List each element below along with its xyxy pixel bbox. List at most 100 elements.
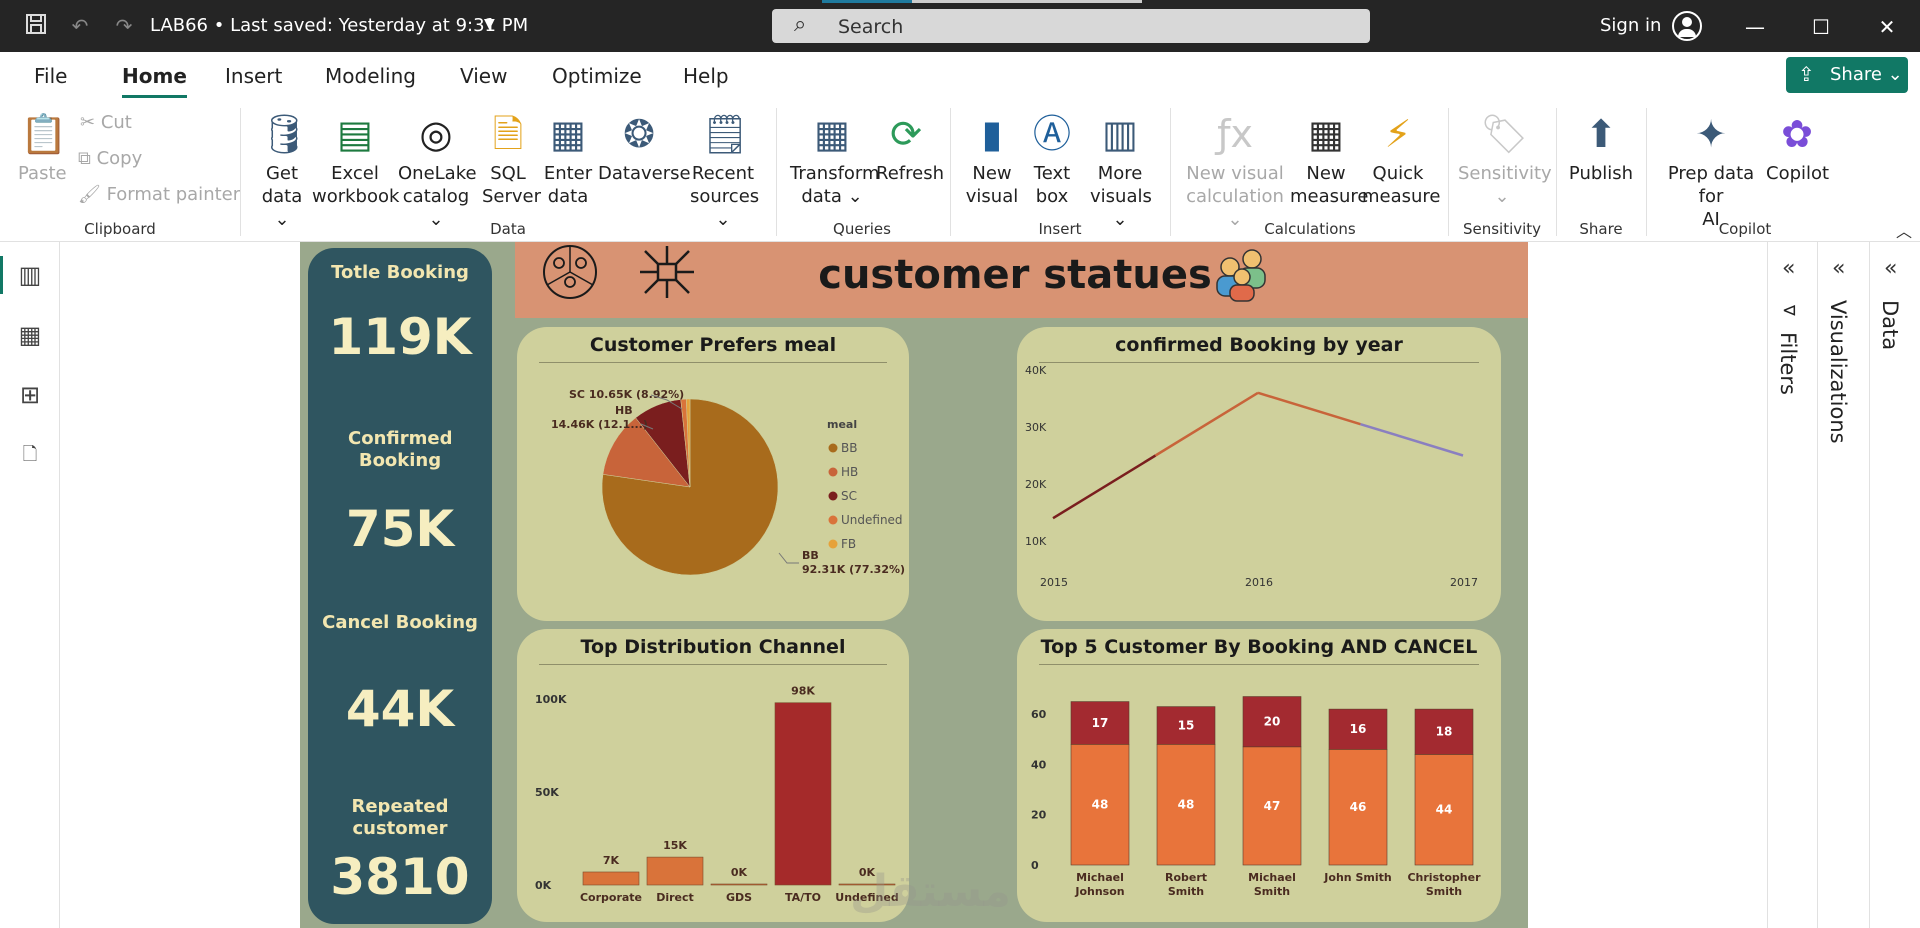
redo-icon[interactable]: ↷ <box>115 14 133 38</box>
bar-segment-cancel[interactable] <box>1156 706 1216 745</box>
legend-item-sc[interactable]: SC <box>841 489 857 503</box>
kpi-repeated-customer-value: 3810 <box>330 848 470 906</box>
quick-measure-button[interactable]: ⚡ Quick measure <box>1362 112 1441 207</box>
tab-modeling[interactable]: Modeling <box>325 64 416 88</box>
new-measure-button[interactable]: ▦ New measure <box>1290 112 1369 207</box>
year-line-chart[interactable]: 10K 20K 30K 40K 2015 2016 2017 <box>1017 327 1501 621</box>
get-data-button[interactable]: 🛢 Get data ⌄ <box>260 112 309 230</box>
pie-slice-fb[interactable] <box>686 398 691 488</box>
table-view-icon[interactable]: ▦ <box>18 321 42 349</box>
tab-optimize[interactable]: Optimize <box>552 64 642 88</box>
search-box[interactable]: ⌕ Search <box>772 0 1370 43</box>
tab-view[interactable]: View <box>460 64 508 88</box>
format-painter-button[interactable]: 🖌 Format painter <box>78 184 241 205</box>
excel-workbook-button[interactable]: ▤ Excel workbook <box>312 112 400 207</box>
chevron-down-icon[interactable]: ▼ <box>484 16 495 32</box>
copy-button[interactable]: ⧉ Copy <box>78 148 143 169</box>
new-visual-calculation-button[interactable]: ƒx New visual calculation ⌄ <box>1186 112 1284 230</box>
recent-sources-button[interactable]: 🗒 Recent sources ⌄ <box>690 112 760 230</box>
top5-stacked-bar-chart[interactable]: 02040604817MichaelJohnson4815RobertSmith… <box>1017 629 1501 922</box>
minimize-icon[interactable]: — <box>1745 15 1765 39</box>
data-pane[interactable]: « Data <box>1869 242 1920 928</box>
kpi-repeated-customer-label: Repeated customer <box>351 796 449 839</box>
report-view-icon[interactable]: ▥ <box>0 250 60 300</box>
legend-item-fb[interactable]: FB <box>841 537 856 551</box>
bar-segment-cancel[interactable] <box>1070 701 1130 745</box>
expand-visualizations-icon[interactable]: « <box>1832 256 1846 281</box>
refresh-button[interactable]: ⟳ Refresh <box>876 112 944 184</box>
expand-filters-icon[interactable]: « <box>1782 256 1796 281</box>
model-view-icon[interactable]: ⊞ <box>19 381 41 409</box>
enter-data-button[interactable]: ▦ Enter data <box>543 112 593 207</box>
dax-query-view-icon[interactable]: 🗋 <box>22 444 38 465</box>
save-icon[interactable] <box>22 12 50 40</box>
paste-label: Paste <box>18 163 67 184</box>
tab-help[interactable]: Help <box>683 64 729 88</box>
bar-corporate[interactable] <box>582 871 640 886</box>
search-input[interactable]: Search <box>838 16 904 38</box>
prep-data-for-ai-button[interactable]: ✦ Prep data for AI <box>1667 112 1755 230</box>
bar-segment-booking[interactable] <box>1156 744 1216 866</box>
visualizations-pane[interactable]: « Visualizations <box>1817 242 1869 928</box>
copilot-button[interactable]: ✿ Copilot <box>1766 112 1830 184</box>
sign-in-link[interactable]: Sign in <box>1600 15 1662 36</box>
bar-gds[interactable] <box>710 883 768 886</box>
filters-pane[interactable]: « ⊲ Filters <box>1767 242 1817 928</box>
legend-item-undefined[interactable]: Undefined <box>841 513 903 527</box>
tab-insert[interactable]: Insert <box>225 64 283 88</box>
more-visuals-button[interactable]: ▥ More visuals ⌄ <box>1090 112 1152 230</box>
publish-button[interactable]: ⬆ Publish <box>1568 112 1634 184</box>
text-box-button[interactable]: Ⓐ Text box <box>1024 112 1080 208</box>
group-label-copilot: Copilot <box>1718 220 1772 238</box>
line-segment[interactable] <box>1052 454 1157 520</box>
y-tick-label: 30K <box>1025 421 1047 434</box>
bar-direct[interactable] <box>646 856 704 886</box>
group-separator <box>1170 108 1171 236</box>
sensitivity-button[interactable]: 🏷 Sensitivity ⌄ <box>1458 112 1552 207</box>
legend-swatch-bb <box>828 443 838 453</box>
onelake-catalog-button[interactable]: ◎ OneLake catalog ⌄ <box>398 112 477 230</box>
meal-pie-card[interactable]: Customer Prefers meal SC 10.65K (8.92%) … <box>517 327 909 621</box>
menu-bar: File Home Insert Modeling View Optimize … <box>0 52 1920 104</box>
line-segment[interactable] <box>1360 422 1464 457</box>
channel-bar-card[interactable]: Top Distribution Channel 0K 50K 100K 7K Corp… <box>517 629 909 922</box>
bar-segment-booking[interactable] <box>1070 744 1130 866</box>
bar-undefined[interactable] <box>838 883 896 886</box>
close-icon[interactable]: ✕ <box>1878 15 1896 39</box>
filter-icon: ⊲ <box>1782 300 1798 321</box>
tab-file[interactable]: File <box>34 64 68 88</box>
line-segment[interactable] <box>1154 391 1259 457</box>
bar-segment-cancel[interactable] <box>1328 708 1388 750</box>
bar-segment-cancel[interactable] <box>1414 708 1474 755</box>
collapse-ribbon-icon[interactable]: ︿ <box>1896 222 1913 241</box>
bar-segment-booking[interactable] <box>1414 754 1474 866</box>
legend-item-bb[interactable]: BB <box>841 441 857 455</box>
bar-segment-cancel[interactable] <box>1242 696 1302 748</box>
new-visual-button[interactable]: ▮ New visual <box>965 112 1019 207</box>
top5-bar-card[interactable]: Top 5 Customer By Booking AND CANCEL 0 20… <box>1017 629 1501 922</box>
legend-item-hb[interactable]: HB <box>841 465 858 479</box>
bar-segment-booking[interactable] <box>1328 749 1388 866</box>
share-button[interactable]: ⇪ Share ⌄ <box>1786 57 1908 93</box>
line-segment[interactable] <box>1257 391 1361 426</box>
account-avatar-icon[interactable] <box>1672 11 1702 41</box>
x-category-label: Christopher <box>1407 871 1481 884</box>
maximize-icon[interactable]: ☐ <box>1812 15 1830 39</box>
cut-button[interactable]: ✂ Cut <box>80 112 132 133</box>
year-line-card[interactable]: confirmed Booking by year 10K 20K 30K 40K 20… <box>1017 327 1501 621</box>
bar-tato[interactable] <box>774 702 832 886</box>
transform-data-button[interactable]: ▦ Transform data ⌄ <box>790 112 880 207</box>
expand-data-icon[interactable]: « <box>1884 256 1898 281</box>
tab-home[interactable]: Home <box>122 64 187 98</box>
kpi-confirmed-booking-value: 75K <box>345 500 455 558</box>
dataverse-button[interactable]: ❂ Dataverse <box>598 112 691 184</box>
meal-legend[interactable]: BB HB SC Undefined FB <box>828 441 903 551</box>
channel-bar-chart[interactable]: 0K 50K 100K 7K Corporate 15K Direct 0K GDS 98K TA/… <box>517 629 909 922</box>
sql-server-button[interactable]: 🗎 SQL Server <box>482 112 542 207</box>
pie-slice-hb[interactable] <box>602 417 691 488</box>
document-title[interactable]: LAB66 • Last saved: Yesterday at 9:31 PM <box>150 15 529 36</box>
meal-pie-chart[interactable]: SC 10.65K (8.92%) HB 14.46K (12.1...) BB… <box>517 327 909 621</box>
paste-button[interactable]: 📋 Paste <box>18 112 67 185</box>
undo-icon[interactable]: ↶ <box>71 14 89 38</box>
report-canvas[interactable]: Totle Booking 119K Confirmed Booking 75K… <box>300 242 1528 928</box>
